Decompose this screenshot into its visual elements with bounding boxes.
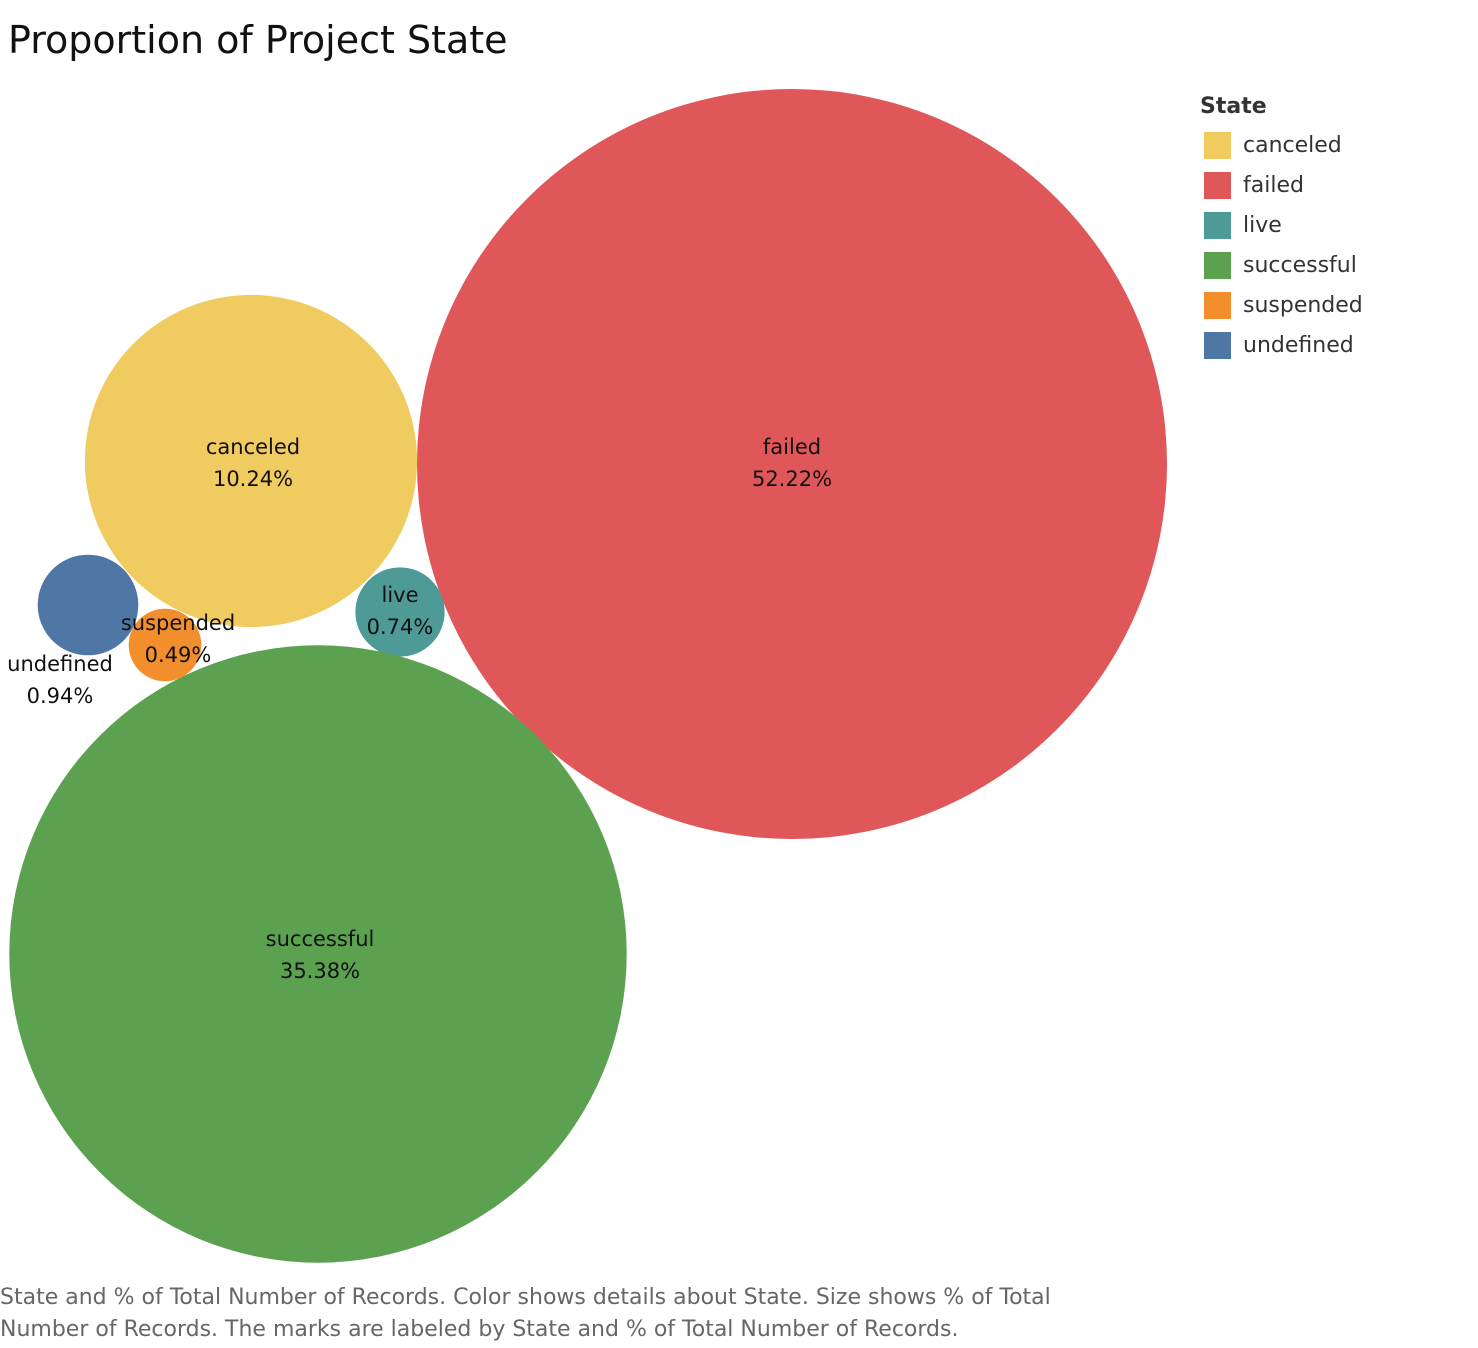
legend-swatch-failed xyxy=(1204,171,1231,199)
legend-item-canceled[interactable]: canceled xyxy=(1200,125,1363,165)
legend-label-undefined: undefined xyxy=(1243,332,1354,358)
bubble-label-state-undefined: undefined xyxy=(7,652,113,676)
legend-item-failed[interactable]: failed xyxy=(1200,165,1363,205)
legend-swatch-undefined xyxy=(1204,331,1231,359)
legend-swatch-live xyxy=(1204,211,1231,239)
legend-items: canceled failed live successful suspended und… xyxy=(1200,125,1363,365)
bubble-label-state-canceled: canceled xyxy=(206,435,300,459)
legend-swatch-suspended xyxy=(1204,291,1231,319)
chart-caption: State and % of Total Number of Records. … xyxy=(0,1285,1051,1342)
bubble-circle-undefined[interactable] xyxy=(37,554,139,656)
bubble-label-value-suspended: 0.49% xyxy=(145,643,212,667)
bubble-label-value-live: 0.74% xyxy=(367,615,434,639)
legend-item-successful[interactable]: successful xyxy=(1200,245,1363,285)
bubble-label-value-canceled: 10.24% xyxy=(213,467,293,491)
bubble-failed[interactable] xyxy=(417,89,1167,839)
legend-label-canceled: canceled xyxy=(1243,132,1342,158)
bubble-label-value-successful: 35.38% xyxy=(280,959,360,983)
bubble-circle-failed[interactable] xyxy=(417,89,1167,839)
bubble-circle-canceled[interactable] xyxy=(84,294,418,628)
legend-label-failed: failed xyxy=(1243,172,1304,198)
bubble-label-state-live: live xyxy=(381,583,418,607)
bubble-circle-live[interactable] xyxy=(355,567,445,657)
legend-swatch-canceled xyxy=(1204,131,1231,159)
bubble-label-value-undefined: 0.94% xyxy=(27,684,94,708)
legend-label-successful: successful xyxy=(1243,252,1357,278)
bubble-circle-successful[interactable] xyxy=(9,645,627,1263)
legend-label-live: live xyxy=(1243,212,1282,238)
legend: State canceled failed live successful suspen… xyxy=(1200,94,1363,365)
legend-item-suspended[interactable]: suspended xyxy=(1200,285,1363,325)
bubble-undefined[interactable] xyxy=(37,554,139,656)
bubble-chart: canceled 10.24% failed 52.22% live 0.74% succe… xyxy=(7,89,1167,1263)
bubble-circle-suspended[interactable] xyxy=(128,608,202,682)
bubble-canceled[interactable] xyxy=(84,294,418,628)
bubble-label-value-failed: 52.22% xyxy=(752,467,832,491)
legend-item-undefined[interactable]: undefined xyxy=(1200,325,1363,365)
bubble-live[interactable] xyxy=(355,567,445,657)
legend-title: State xyxy=(1200,94,1267,119)
bubble-successful[interactable] xyxy=(9,645,627,1263)
bubble-label-state-successful: successful xyxy=(266,927,375,951)
legend-item-live[interactable]: live xyxy=(1200,205,1363,245)
legend-swatch-successful xyxy=(1204,251,1231,279)
bubble-label-state-failed: failed xyxy=(763,435,821,459)
bubble-label-state-suspended: suspended xyxy=(121,611,235,635)
chart-title: Proportion of Project State xyxy=(8,18,508,62)
legend-label-suspended: suspended xyxy=(1243,292,1363,318)
bubble-suspended[interactable] xyxy=(128,608,202,682)
